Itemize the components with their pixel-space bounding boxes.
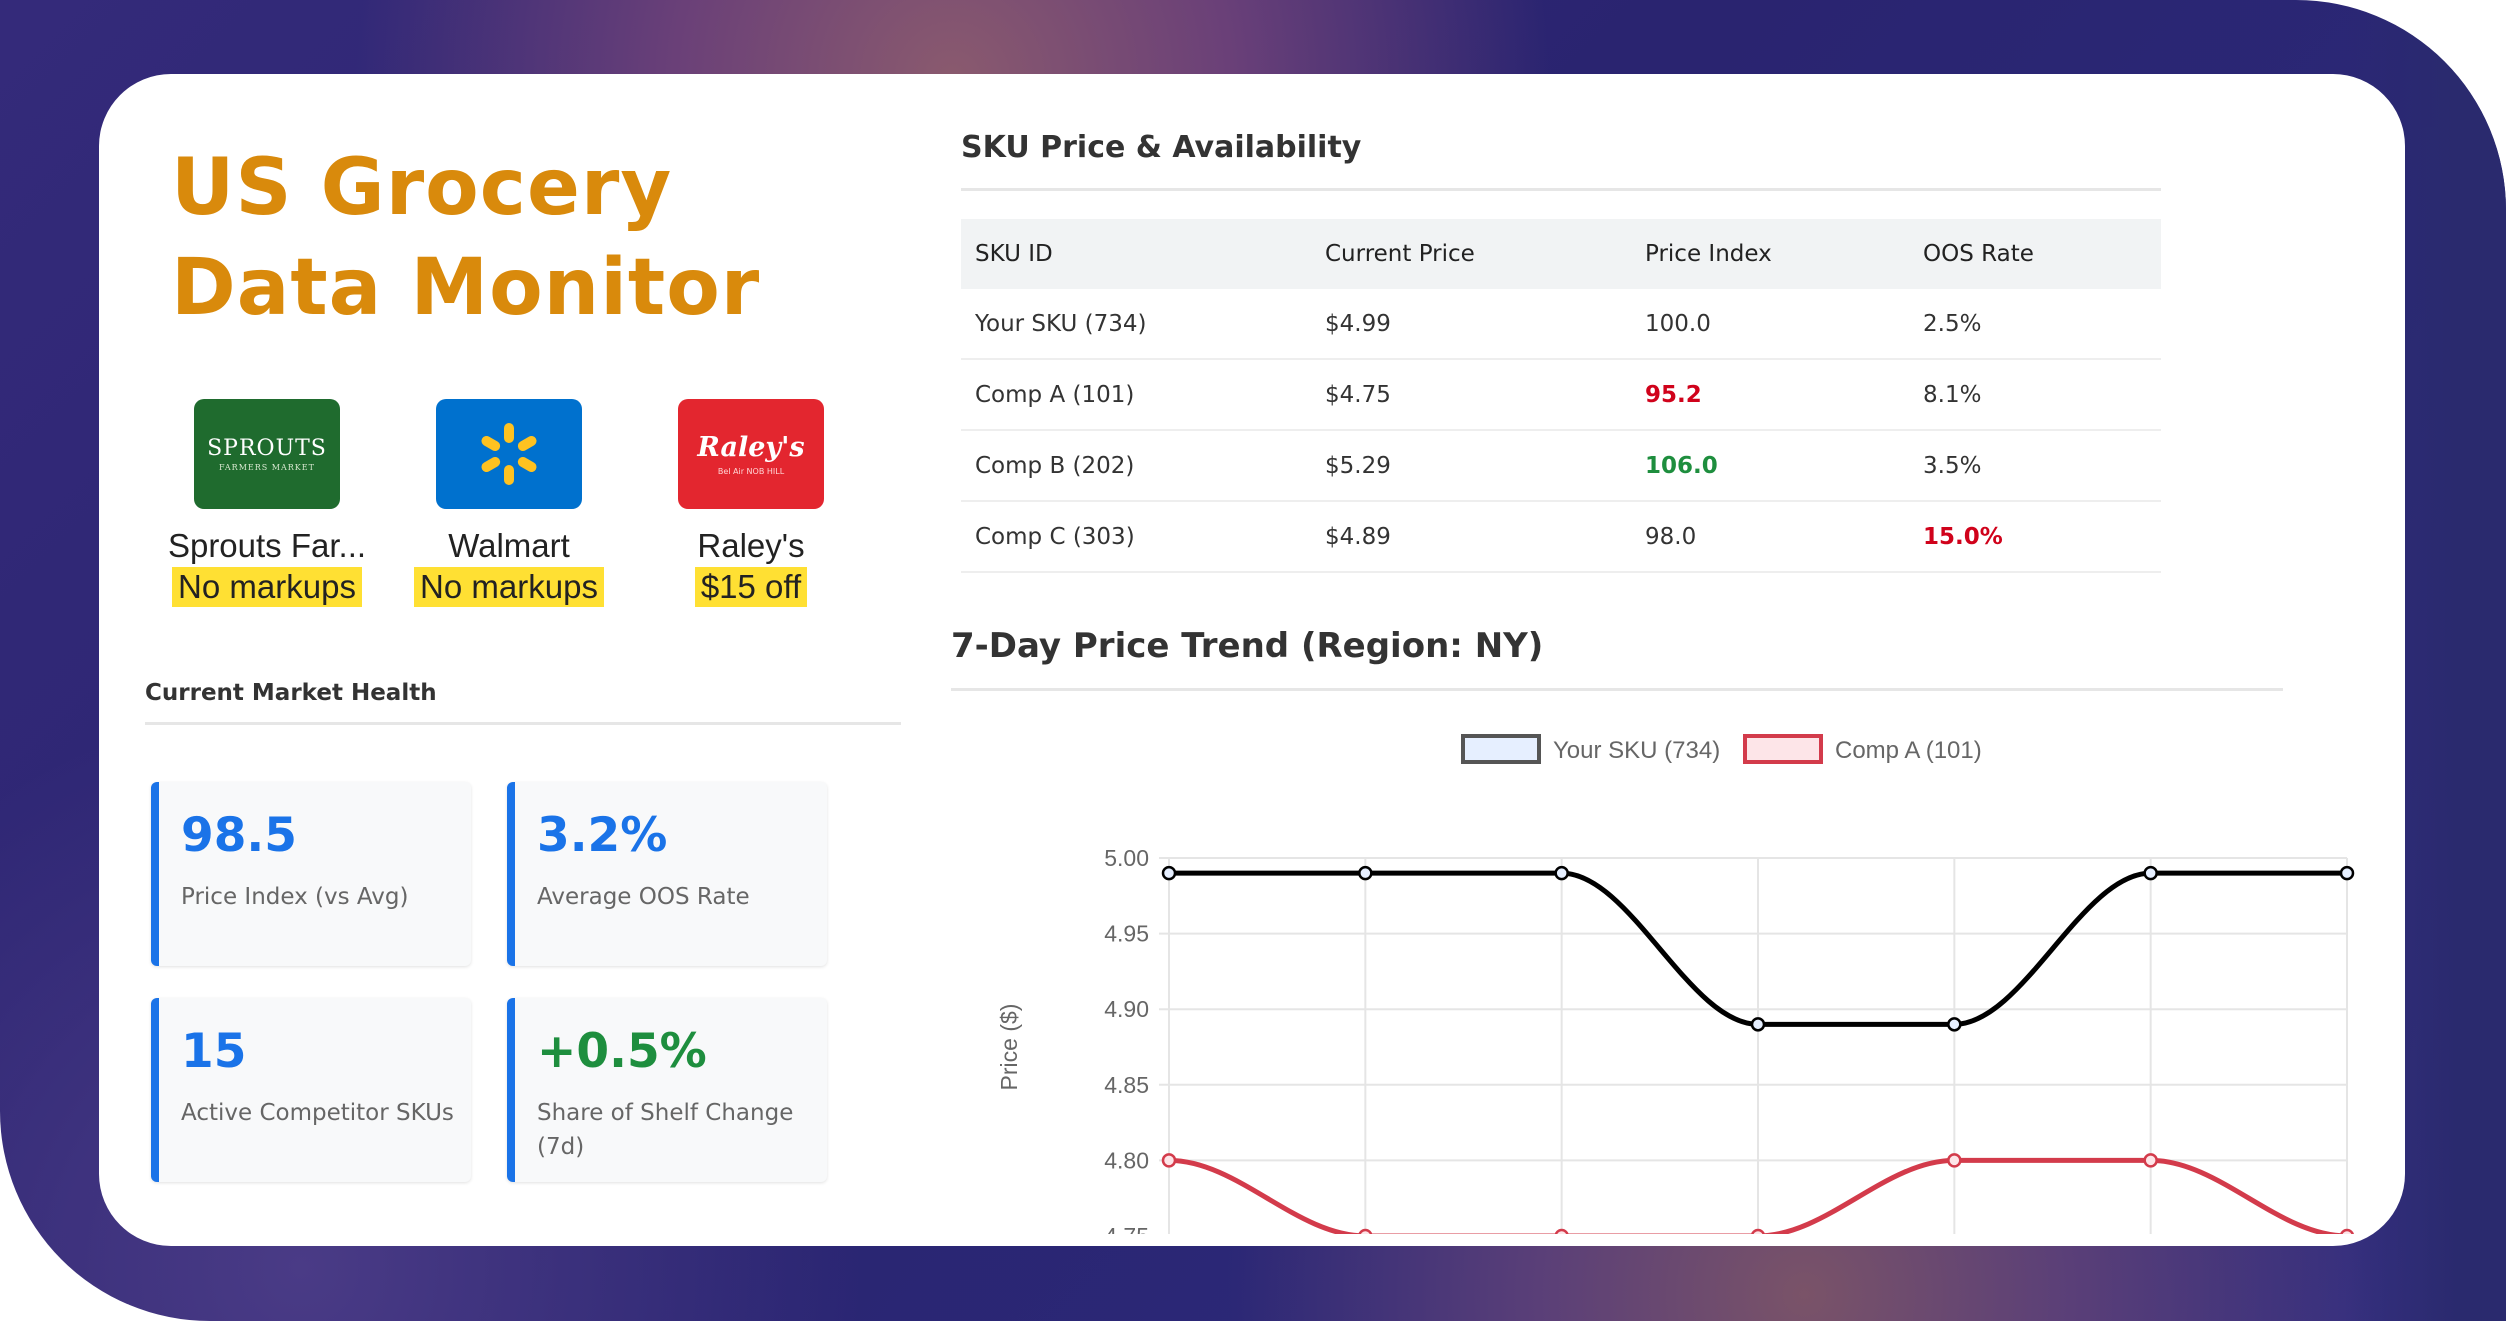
- raleys-logo-text: Raley's: [697, 432, 805, 463]
- sprouts-logo-text: SPROUTS: [207, 436, 327, 461]
- price-cell: $4.75: [1311, 359, 1631, 431]
- price-trend-svg: 5.004.954.904.854.804.75Day 1Day 2Day 3D…: [996, 734, 2355, 1246]
- kpi-card-price-index: 98.5 Price Index (vs Avg): [151, 782, 471, 966]
- price-trend-chart: 5.004.954.904.854.804.75Day 1Day 2Day 3D…: [951, 714, 2381, 1246]
- oos-rate-cell: 15.0%: [1909, 501, 2161, 573]
- data-point: [1947, 1017, 1962, 1032]
- data-point: [1554, 865, 1569, 881]
- y-tick-label: 4.95: [1104, 921, 1149, 947]
- kpi-label: Average OOS Rate: [537, 884, 750, 910]
- data-point: [2339, 865, 2355, 881]
- kpi-value: 3.2%: [537, 808, 668, 863]
- table-row[interactable]: Comp B (202) $5.29 106.0 3.5%: [961, 430, 2161, 502]
- store-logos: SPROUTS FARMERS MARKET Sprouts Far... No…: [157, 399, 877, 689]
- price-cell: $4.89: [1311, 501, 1631, 573]
- price-index-cell: 98.0: [1631, 501, 1909, 573]
- store-walmart[interactable]: Walmart No markups: [399, 399, 619, 607]
- kpi-value: 98.5: [181, 808, 297, 863]
- y-tick-label: 4.90: [1104, 996, 1149, 1022]
- sku-table: SKU ID Current Price Price Index OOS Rat…: [961, 219, 2161, 573]
- y-tick-label: 4.75: [1104, 1223, 1149, 1234]
- data-point: [1750, 1228, 1766, 1244]
- walmart-spark-icon: [436, 399, 582, 509]
- store-raleys[interactable]: Raley's Bel Air NOB HILL Raley's $15 off: [641, 399, 861, 607]
- oos-rate-cell: 8.1%: [1909, 359, 2161, 431]
- dashboard-card: US Grocery Data Monitor SPROUTS FARMERS …: [99, 74, 2405, 1246]
- price-index-cell: 106.0: [1631, 430, 1909, 502]
- price-cell: $5.29: [1311, 430, 1631, 502]
- kpi-value: 15: [181, 1024, 247, 1079]
- sku-id-cell: Comp B (202): [961, 430, 1311, 502]
- legend-swatch: [1743, 734, 1823, 764]
- legend-label: Comp A (101): [1835, 737, 1982, 764]
- sprouts-logo-subtext: FARMERS MARKET: [219, 463, 315, 472]
- sku-table-heading: SKU Price & Availability: [961, 130, 1362, 165]
- sku-id-cell: Comp A (101): [961, 359, 1311, 431]
- data-point: [1161, 1153, 1177, 1168]
- price-index-cell: 100.0: [1631, 289, 1909, 360]
- page-title: US Grocery Data Monitor: [171, 143, 761, 333]
- table-row[interactable]: Comp C (303) $4.89 98.0 15.0%: [961, 501, 2161, 573]
- column-header[interactable]: SKU ID: [961, 219, 1311, 289]
- legend-label: Your SKU (734): [1553, 737, 1720, 764]
- oos-rate-cell: 2.5%: [1909, 289, 2161, 360]
- divider: [951, 688, 2283, 691]
- divider: [145, 722, 901, 725]
- raleys-logo-subtext: Bel Air NOB HILL: [717, 467, 785, 476]
- kpi-value: +0.5%: [537, 1024, 707, 1079]
- kpi-card-shelf-change: +0.5% Share of Shelf Change (7d): [507, 998, 827, 1182]
- kpi-card-competitor-skus: 15 Active Competitor SKUs: [151, 998, 471, 1182]
- oos-rate-cell: 3.5%: [1909, 430, 2161, 502]
- divider: [961, 188, 2161, 191]
- store-sprouts[interactable]: SPROUTS FARMERS MARKET Sprouts Far... No…: [157, 399, 377, 607]
- sku-id-cell: Comp C (303): [961, 501, 1311, 573]
- price-index-cell: 95.2: [1631, 359, 1909, 431]
- legend-swatch: [1461, 734, 1541, 764]
- y-axis-title: Price ($): [996, 1004, 1022, 1091]
- kpi-label: Active Competitor SKUs: [181, 1100, 454, 1126]
- y-tick-label: 4.80: [1104, 1147, 1149, 1173]
- data-point: [1947, 1153, 1962, 1168]
- data-point: [1358, 1228, 1373, 1244]
- table-row[interactable]: Comp A (101) $4.75 95.2 8.1%: [961, 359, 2161, 431]
- raleys-logo: Raley's Bel Air NOB HILL: [678, 399, 824, 509]
- data-point: [1161, 865, 1177, 881]
- store-name: Sprouts Far...: [167, 527, 367, 564]
- sku-id-cell: Your SKU (734): [961, 289, 1311, 360]
- column-header[interactable]: OOS Rate: [1909, 219, 2161, 289]
- column-header[interactable]: Current Price: [1311, 219, 1631, 289]
- y-tick-label: 5.00: [1104, 845, 1149, 871]
- sprouts-logo: SPROUTS FARMERS MARKET: [194, 399, 340, 509]
- store-offer-badge: $15 off: [694, 567, 808, 607]
- data-point: [1750, 1017, 1766, 1032]
- table-row[interactable]: Your SKU (734) $4.99 100.0 2.5%: [961, 289, 2161, 360]
- store-offer-badge: No markups: [172, 567, 362, 607]
- kpi-label: Share of Shelf Change (7d): [537, 1100, 794, 1160]
- data-point: [2143, 865, 2158, 881]
- data-point: [1358, 865, 1373, 881]
- price-cell: $4.99: [1311, 289, 1631, 360]
- column-header[interactable]: Price Index: [1631, 219, 1909, 289]
- store-name: Raley's: [697, 527, 805, 564]
- data-point: [1554, 1228, 1569, 1244]
- y-tick-label: 4.85: [1104, 1072, 1149, 1098]
- kpi-card-oos-rate: 3.2% Average OOS Rate: [507, 782, 827, 966]
- data-point: [2143, 1153, 2158, 1168]
- table-header-row: SKU ID Current Price Price Index OOS Rat…: [961, 219, 2161, 289]
- data-point: [2339, 1228, 2355, 1244]
- trend-heading: 7-Day Price Trend (Region: NY): [951, 626, 1544, 666]
- store-offer-badge: No markups: [414, 567, 604, 607]
- store-name: Walmart: [448, 527, 570, 564]
- market-health-heading: Current Market Health: [145, 680, 437, 706]
- kpi-label: Price Index (vs Avg): [181, 884, 409, 910]
